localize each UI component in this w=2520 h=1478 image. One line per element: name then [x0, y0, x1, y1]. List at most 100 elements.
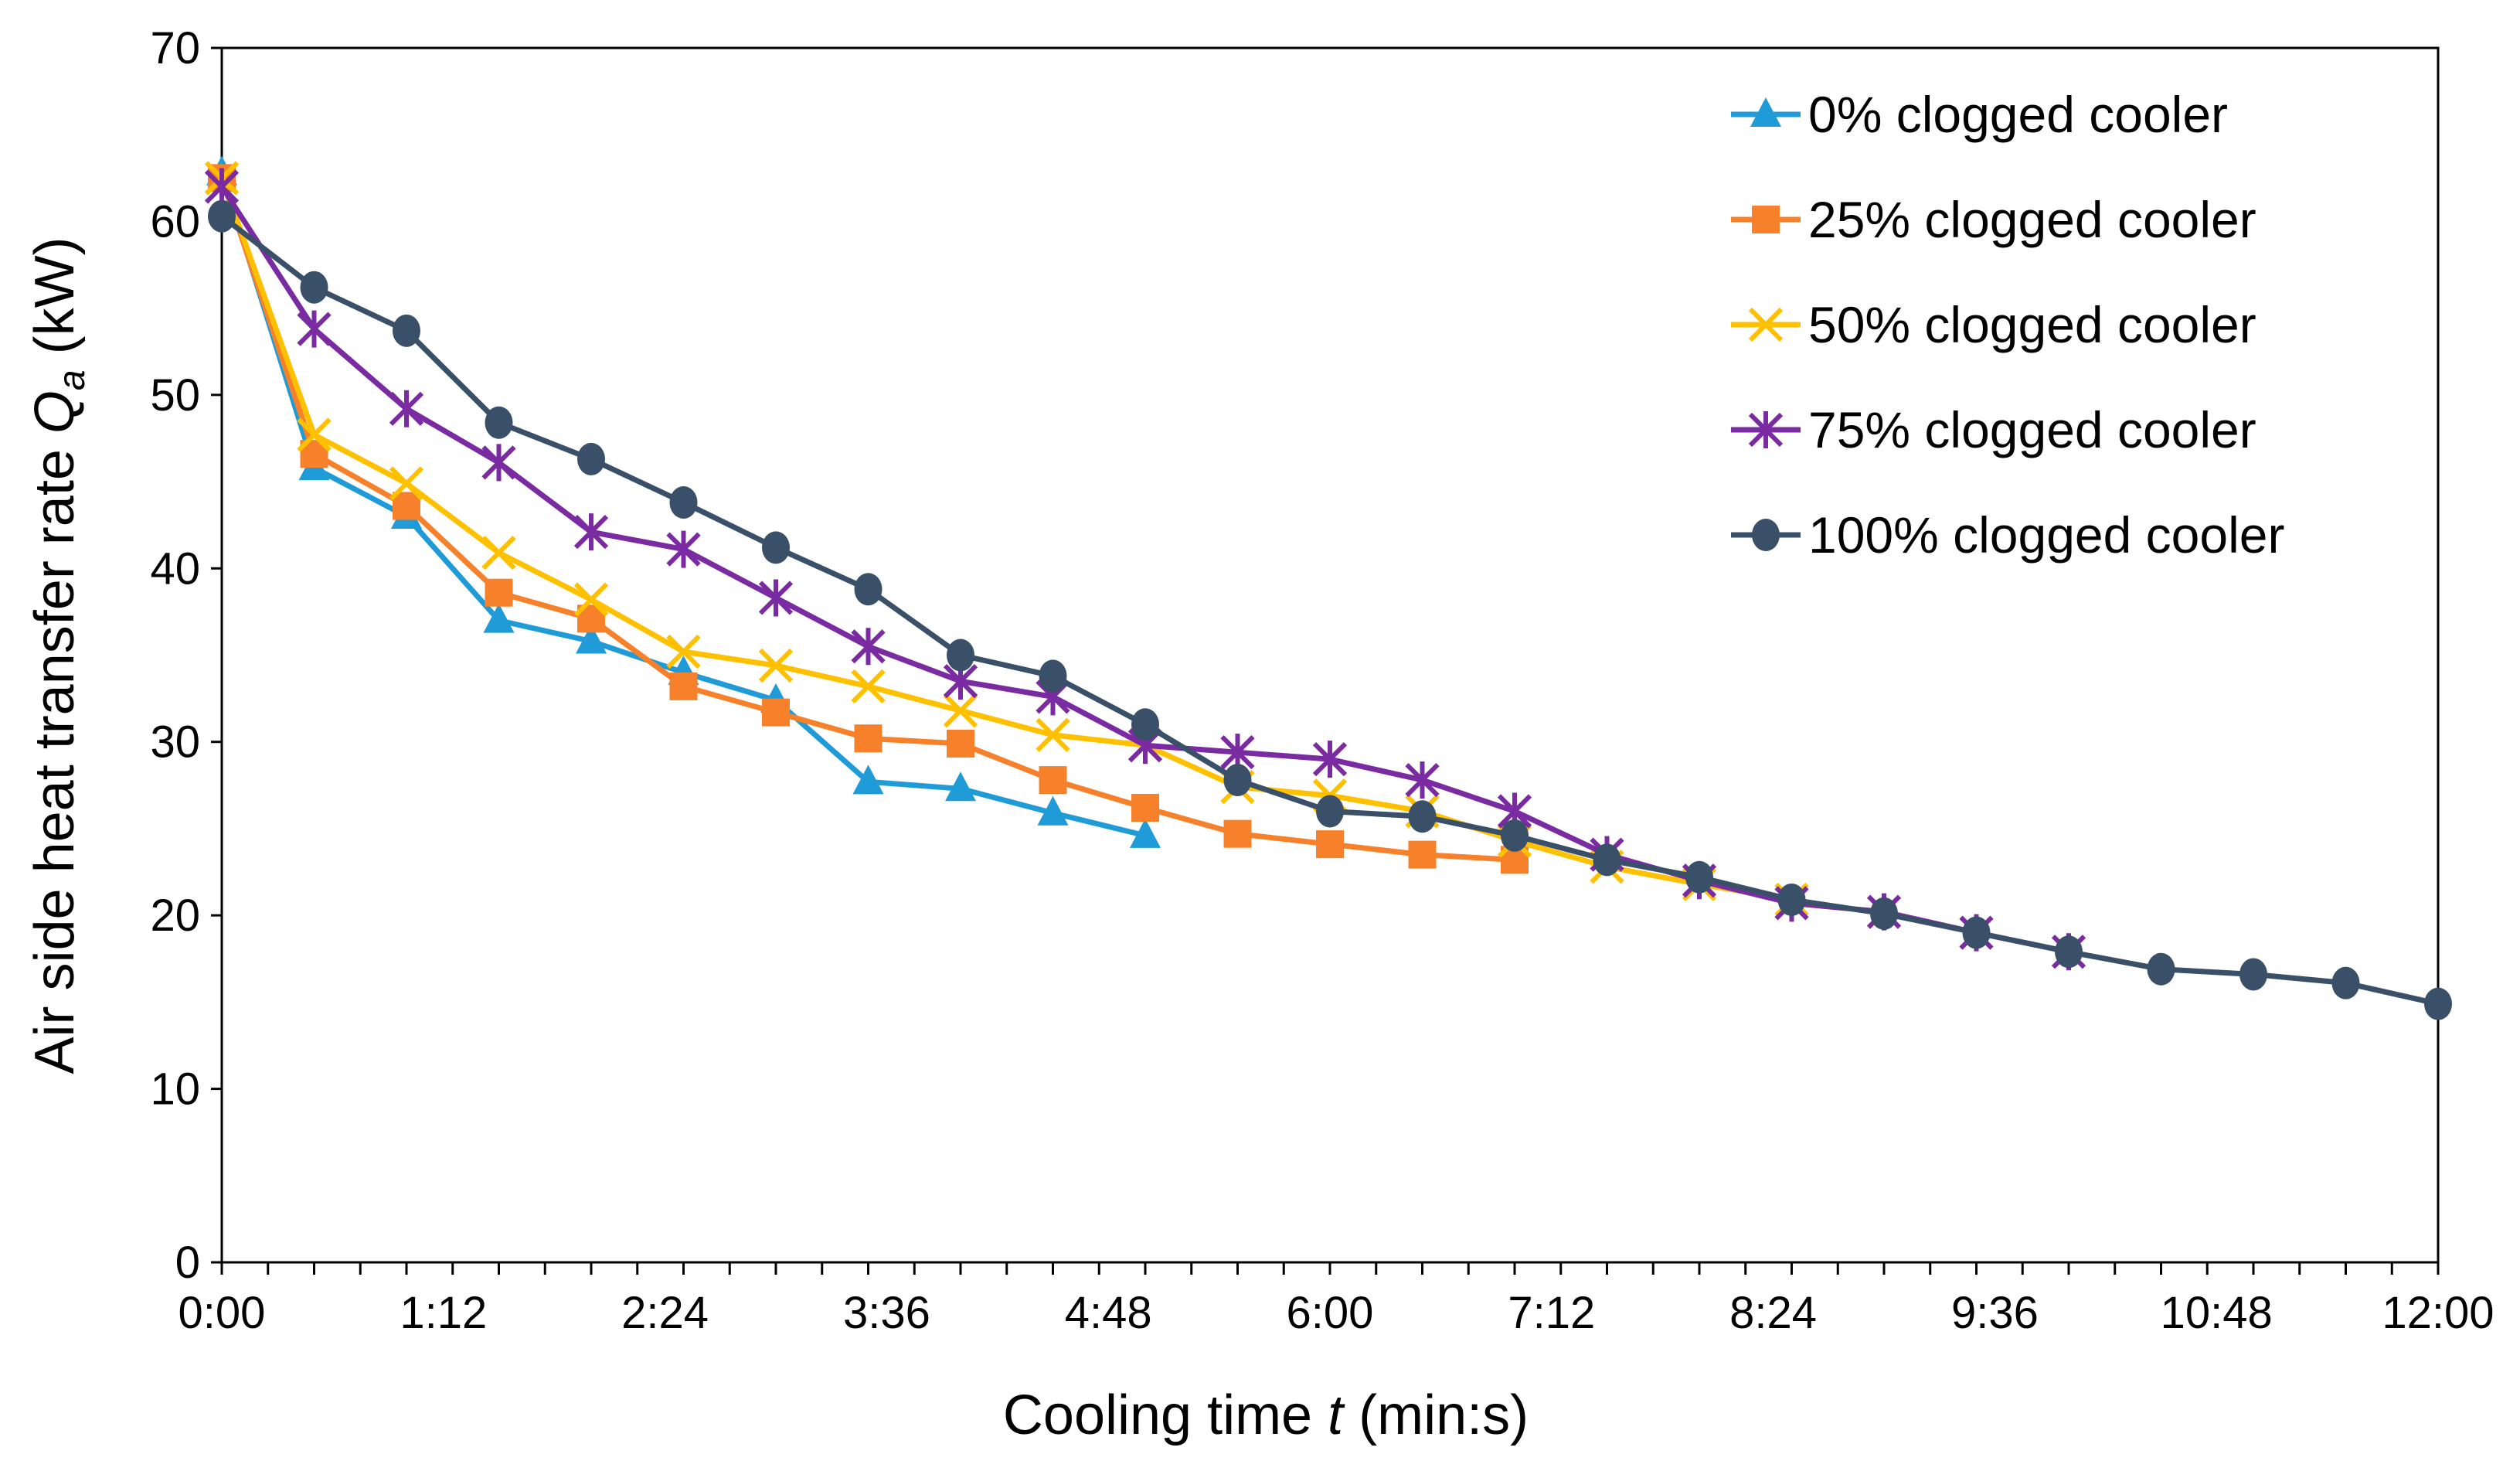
data-point [389, 390, 424, 427]
data-point [576, 624, 607, 654]
data-point [762, 531, 790, 564]
data-point [1037, 795, 1069, 826]
series-100-clogged-cooler [208, 199, 2452, 1020]
series-25-clogged-cooler [208, 164, 1529, 874]
legend-marker [1748, 411, 1784, 448]
data-point [2331, 966, 2360, 1000]
data-point [1316, 830, 1344, 859]
data-point [666, 634, 701, 669]
y-tick-label: 40 [150, 543, 200, 594]
y-axis-title: Air side heat transfer rate Qa (kW) [24, 237, 93, 1074]
data-point [481, 444, 516, 482]
series-line [219, 177, 1793, 903]
data-point [483, 603, 515, 633]
data-point [669, 672, 698, 700]
data-point [947, 729, 974, 758]
data-point [1316, 795, 1344, 828]
legend-label: 75% clogged cooler [1808, 401, 2256, 458]
data-point [669, 486, 698, 519]
data-point [573, 513, 609, 551]
data-point [943, 693, 978, 728]
x-tick-label: 8:24 [1729, 1288, 1817, 1338]
y-tick-label: 10 [150, 1064, 200, 1115]
y-tick-label: 60 [150, 196, 200, 247]
data-point [1131, 708, 1159, 741]
legend-marker [1750, 97, 1781, 127]
data-point [851, 669, 886, 704]
data-point [573, 582, 609, 617]
data-point [1039, 766, 1067, 795]
data-point [389, 466, 424, 501]
data-point [758, 648, 794, 683]
x-tick-label: 6:00 [1287, 1288, 1374, 1338]
legend: 0% clogged cooler 25% clogged cooler 50% c… [1731, 86, 2284, 564]
data-point [393, 492, 420, 520]
data-point [1685, 860, 1713, 894]
legend-item: 50% clogged cooler [1731, 296, 2256, 353]
legend-item: 0% clogged cooler [1731, 86, 2228, 143]
data-point [1130, 818, 1161, 848]
legend-item: 75% clogged cooler [1731, 401, 2256, 458]
data-point [1501, 819, 1529, 852]
series-group [204, 155, 2452, 1020]
x-tick-label: 1:12 [400, 1288, 487, 1338]
x-tick-label: 10:48 [2161, 1288, 2273, 1338]
data-point [1593, 843, 1621, 877]
legend-item: 100% clogged cooler [1731, 506, 2284, 564]
legend-marker [1752, 206, 1780, 233]
data-point [762, 698, 790, 727]
data-point [2424, 987, 2452, 1020]
y-tick-label: 30 [150, 717, 200, 768]
data-point [1962, 916, 1991, 949]
data-point [208, 199, 236, 233]
data-point [851, 628, 886, 666]
data-point [1131, 793, 1159, 822]
legend-marker [1752, 519, 1780, 551]
data-point [481, 535, 516, 570]
data-point [1223, 764, 1252, 797]
data-point [297, 310, 332, 348]
data-point [297, 417, 332, 452]
data-point [854, 724, 883, 753]
series-75-clogged-cooler [204, 168, 2086, 971]
x-tick-label: 7:12 [1508, 1288, 1595, 1338]
data-point [945, 771, 976, 802]
x-tick-label: 12:00 [2382, 1288, 2494, 1338]
x-axis-title: Cooling time t (min:s) [1003, 1384, 1529, 1446]
legend-label: 25% clogged cooler [1808, 191, 2256, 248]
x-tick-label: 2:24 [621, 1288, 709, 1338]
data-point [854, 573, 883, 606]
data-point [1870, 897, 1898, 930]
y-tick-label: 70 [150, 23, 200, 73]
data-point [393, 314, 420, 347]
legend-marker [1748, 307, 1784, 342]
data-point [947, 639, 974, 672]
y-tick-label: 20 [150, 891, 200, 941]
legend-item: 25% clogged cooler [1731, 191, 2256, 248]
data-point [1036, 717, 1070, 752]
y-tick-label: 50 [150, 370, 200, 421]
data-point [666, 530, 701, 568]
data-point [485, 578, 513, 607]
data-point [300, 271, 328, 304]
x-tick-label: 3:36 [843, 1288, 930, 1338]
data-point [485, 406, 513, 439]
data-point [204, 168, 240, 206]
data-point [2239, 958, 2267, 991]
data-point [2055, 935, 2083, 969]
data-point [1408, 800, 1437, 833]
data-point [758, 579, 794, 617]
data-point [1408, 840, 1437, 869]
data-point [852, 765, 884, 795]
data-point [2147, 952, 2175, 986]
x-tick-label: 4:48 [1065, 1288, 1152, 1338]
x-tick-label: 0:00 [179, 1288, 266, 1338]
data-point [1039, 659, 1067, 693]
legend-label: 50% clogged cooler [1808, 296, 2256, 353]
y-tick-label: 0 [175, 1238, 200, 1288]
legend-label: 100% clogged cooler [1808, 506, 2284, 564]
data-point [1312, 741, 1348, 778]
axes: 0 10 20 30 40 50 60 70 0:00 1:12 2:24 3:36 4:48 6:00 7… [150, 23, 2494, 1338]
x-tick-label: 9:36 [1951, 1288, 2039, 1338]
